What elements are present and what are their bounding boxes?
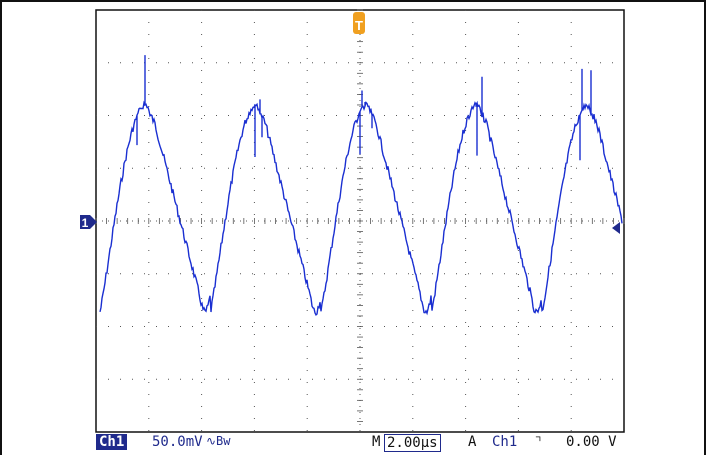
falling-edge-icon: ⌝ <box>534 434 543 450</box>
trigger-position-marker[interactable]: T <box>353 12 365 34</box>
graticule <box>95 9 625 433</box>
channel1-ground-marker[interactable]: 1 <box>80 215 97 230</box>
timebase-prefix: M <box>372 434 381 450</box>
channel-marker-label: 1 <box>82 216 89 230</box>
acquisition-mode: A <box>468 434 477 450</box>
trigger-level-marker[interactable] <box>612 222 620 234</box>
timebase-value: 2.00µs <box>384 434 441 452</box>
ac-coupling-bw-icon: ∿Bw <box>206 434 231 448</box>
channel-badge[interactable]: Ch1 <box>96 434 128 450</box>
trigger-channel: Ch1 <box>492 434 518 450</box>
trigger-level: 0.00 V <box>566 434 617 450</box>
status-bar: Ch1 50.0mV ∿Bw M 2.00µs A Ch1 ⌝ 0.00 V <box>94 433 626 453</box>
trigger-marker-label: T <box>355 18 363 33</box>
waveform-trace <box>99 55 623 317</box>
volts-per-div: 50.0mV <box>152 434 203 450</box>
